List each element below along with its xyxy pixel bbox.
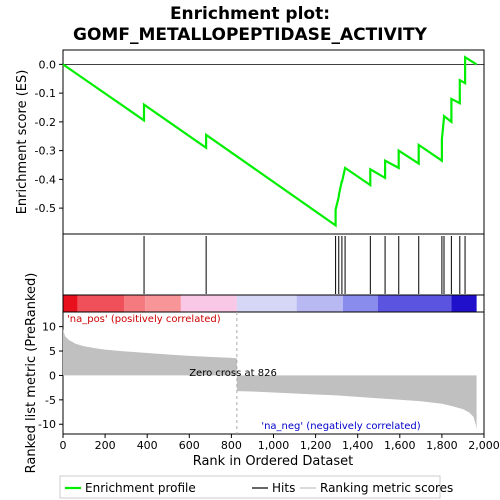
metric-y-tick-label: 5 bbox=[49, 345, 56, 358]
es-y-tick-label: -0.5 bbox=[35, 202, 56, 215]
x-tick-label: 400 bbox=[137, 439, 158, 452]
x-axis-label: Rank in Ordered Dataset bbox=[193, 454, 354, 469]
es-panel-frame bbox=[62, 49, 485, 235]
hits-panel-frame bbox=[62, 233, 485, 296]
chart-title-line1: Enrichment plot: bbox=[170, 4, 330, 24]
heatmap-segment bbox=[377, 295, 452, 312]
positive-correlation-label: 'na_pos' (positively correlated) bbox=[67, 314, 221, 325]
metric-y-tick-label: -5 bbox=[45, 394, 56, 407]
heatmap-segment bbox=[342, 295, 378, 312]
x-tick-label: 200 bbox=[95, 439, 116, 452]
legend-box bbox=[59, 475, 441, 499]
es-y-axis-label: Enrichment score (ES) bbox=[15, 70, 30, 215]
heatmap-segment bbox=[124, 295, 146, 312]
heatmap-segment bbox=[180, 295, 237, 312]
metric-y-tick-label: -10 bbox=[38, 418, 56, 431]
x-tick-label: 2,000 bbox=[468, 439, 500, 452]
negative-correlation-label: 'na_neg' (negatively correlated) bbox=[261, 421, 420, 432]
x-axis-ticks: 0 200 400 600 800 1,000 1,200 1,400 1,600 1,800 2,… bbox=[60, 434, 500, 452]
x-tick-label: 1,800 bbox=[426, 439, 458, 452]
x-tick-label: 1,600 bbox=[384, 439, 416, 452]
heatmap-segment bbox=[236, 295, 297, 312]
es-y-tick-label: -0.1 bbox=[35, 87, 56, 100]
enrichment-profile-line bbox=[62, 55, 478, 228]
metric-y-tick-label: 10 bbox=[42, 321, 56, 334]
chart-title-line2: GOMF_METALLOPEPTIDASE_ACTIVITY bbox=[73, 25, 428, 45]
rank-heatmap-bar bbox=[63, 295, 477, 312]
es-y-tick-label: -0.3 bbox=[35, 145, 56, 158]
es-y-tick-label: -0.2 bbox=[35, 116, 56, 129]
ranking-metric-area bbox=[63, 329, 477, 430]
x-tick-label: 1,200 bbox=[300, 439, 332, 452]
x-tick-label: 1,000 bbox=[258, 439, 290, 452]
hits-group bbox=[143, 236, 466, 294]
heatmap-segment bbox=[77, 295, 125, 312]
metric-y-axis-label: Ranked list metric (PreRanked) bbox=[24, 273, 39, 474]
x-tick-label: 800 bbox=[221, 439, 242, 452]
x-tick-label: 1,400 bbox=[342, 439, 374, 452]
es-y-tick-label: -0.4 bbox=[35, 173, 56, 186]
es-y-ticks: 0.0 -0.1 -0.2 -0.3 -0.4 -0.5 bbox=[35, 58, 63, 215]
heatmap-segment bbox=[145, 295, 181, 312]
heatmap-segment bbox=[296, 295, 343, 312]
x-tick-label: 600 bbox=[179, 439, 200, 452]
legend-enrichment-label: Enrichment profile bbox=[85, 481, 196, 495]
es-y-tick-label: 0.0 bbox=[39, 58, 57, 71]
heatmap-segment bbox=[63, 295, 78, 312]
metric-y-ticks: 10 5 0 -5 -10 bbox=[38, 321, 63, 431]
legend-hits-label: Hits bbox=[272, 481, 295, 495]
legend-metric-label: Ranking metric scores bbox=[320, 481, 453, 495]
metric-y-tick-label: 0 bbox=[49, 369, 56, 382]
zero-cross-label: Zero cross at 826 bbox=[189, 368, 277, 379]
heatmap-segment bbox=[451, 295, 477, 312]
x-tick-label: 0 bbox=[60, 439, 67, 452]
